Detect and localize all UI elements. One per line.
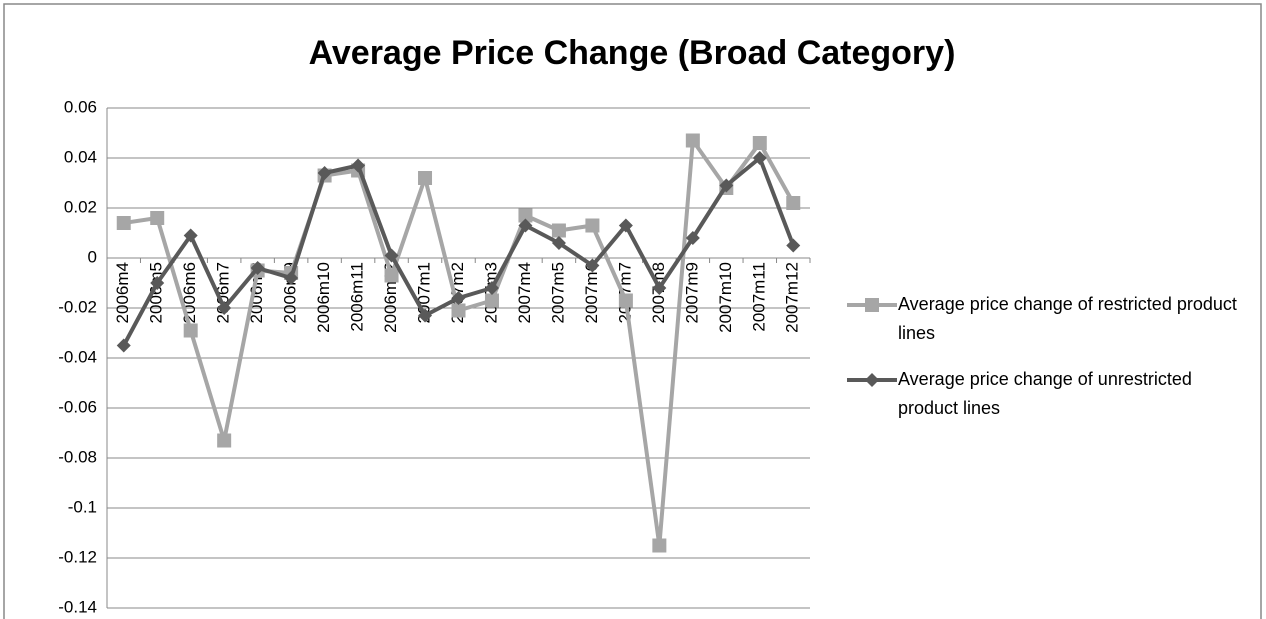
marker	[116, 338, 131, 353]
marker	[865, 373, 879, 387]
y-tick-label: 0.02	[64, 197, 97, 216]
marker	[786, 238, 801, 253]
marker	[585, 258, 600, 273]
x-tick-label: 2007m11	[749, 262, 768, 332]
y-tick-label: 0.06	[64, 97, 97, 116]
marker	[551, 223, 566, 238]
x-tick-label: 2007m10	[716, 262, 735, 333]
y-tick-label: -0.12	[58, 547, 97, 566]
marker	[183, 228, 198, 243]
x-tick-label: 2006m11	[348, 262, 367, 332]
marker	[484, 281, 499, 295]
marker	[752, 151, 767, 165]
y-tick-label: -0.02	[58, 297, 97, 316]
marker	[618, 293, 633, 308]
marker	[518, 218, 533, 233]
x-tick-label: 2007m6	[582, 262, 601, 323]
marker	[418, 308, 433, 323]
marker	[116, 216, 131, 230]
y-tick-label: -0.08	[58, 447, 97, 466]
marker	[317, 166, 332, 180]
x-tick-label: 2006m4	[113, 262, 132, 323]
marker	[719, 178, 734, 193]
x-tick-label: 2007m7	[615, 262, 634, 323]
marker	[183, 323, 198, 338]
chart-title: Average Price Change (Broad Category)	[309, 34, 956, 72]
chart-border	[3, 3, 1262, 619]
marker	[865, 298, 879, 312]
legend-label: Average price change of restricted produ…	[898, 294, 1237, 343]
x-tick-label: 2007m4	[515, 262, 534, 323]
marker	[150, 276, 165, 290]
y-tick-label: -0.1	[68, 497, 97, 516]
marker	[786, 196, 801, 210]
marker	[752, 136, 767, 150]
marker	[585, 218, 600, 233]
marker	[217, 433, 232, 448]
marker	[284, 271, 299, 285]
x-tick-label: 2007m5	[548, 262, 567, 323]
marker	[418, 171, 433, 185]
y-tick-label: -0.04	[58, 347, 97, 366]
x-tick-label: 2006m5	[147, 262, 166, 323]
y-tick-label: -0.14	[58, 597, 97, 616]
marker	[451, 303, 466, 318]
marker	[685, 133, 700, 148]
y-tick-label: 0.04	[64, 147, 97, 166]
y-tick-label: -0.06	[58, 397, 97, 416]
marker	[384, 248, 399, 263]
x-tick-label: 2006m10	[314, 262, 333, 333]
marker	[451, 291, 466, 305]
marker	[351, 158, 366, 173]
marker	[685, 231, 700, 245]
marker	[150, 211, 165, 225]
legend-label: Average price change of unrestricted pro…	[898, 369, 1192, 418]
marker	[551, 236, 566, 250]
marker	[484, 293, 499, 308]
x-tick-label: 2007m12	[783, 262, 802, 333]
marker	[250, 261, 265, 275]
marker	[652, 538, 667, 553]
marker	[652, 281, 667, 295]
marker	[618, 218, 633, 233]
y-tick-label: 0	[88, 247, 97, 266]
marker	[217, 301, 232, 315]
x-tick-label: 2006m6	[180, 262, 199, 323]
marker	[518, 208, 533, 223]
x-tick-label: 2007m9	[682, 262, 701, 323]
marker	[384, 268, 399, 283]
series-line	[123, 138, 796, 548]
